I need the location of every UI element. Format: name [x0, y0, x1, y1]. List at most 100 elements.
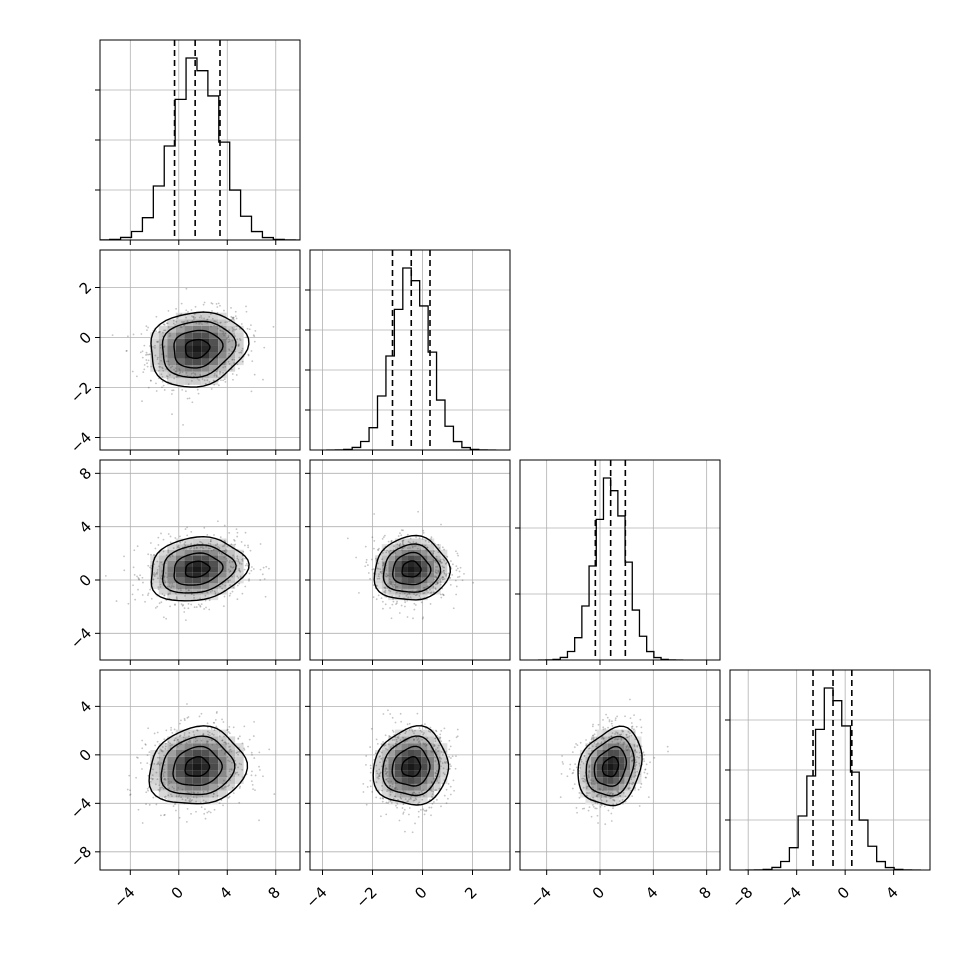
scatter-point: [236, 338, 239, 341]
scatter-point: [195, 546, 198, 549]
scatter-point: [386, 788, 389, 791]
density-cell: [421, 588, 428, 595]
scatter-point: [433, 744, 436, 747]
scatter-point: [237, 766, 239, 769]
density-cell: [624, 763, 631, 771]
scatter-point: [212, 721, 215, 724]
scatter-point: [174, 371, 177, 373]
scatter-point: [434, 588, 437, 591]
scatter-point: [402, 543, 405, 546]
scatter-point: [450, 757, 452, 759]
scatter-point: [231, 566, 234, 569]
scatter-point: [230, 566, 233, 569]
scatter-point: [228, 795, 231, 798]
density-cell: [613, 790, 620, 798]
scatter-point: [147, 594, 149, 596]
scatter-point: [418, 537, 421, 540]
scatter-point: [455, 585, 458, 588]
density-cell: [218, 555, 227, 561]
scatter-point: [622, 791, 625, 794]
density-cell: [607, 790, 614, 798]
scatter-point: [262, 378, 264, 381]
scatter-point: [211, 310, 213, 312]
scatter-point: [123, 569, 126, 572]
scatter-point: [384, 734, 387, 737]
scatter-point: [424, 742, 427, 745]
scatter-point: [609, 797, 612, 800]
density-cell: [421, 572, 428, 578]
scatter-point: [590, 783, 593, 786]
scatter-point: [369, 577, 372, 580]
scatter-point: [445, 573, 448, 576]
density-cell: [591, 777, 597, 784]
density-cell: [401, 577, 408, 584]
scatter-point: [169, 332, 171, 335]
density-cell: [421, 743, 428, 750]
scatter-point: [394, 787, 397, 790]
scatter-point: [154, 354, 157, 357]
density-cell: [407, 790, 415, 798]
scatter-point: [419, 597, 422, 600]
scatter-point: [633, 744, 636, 746]
scatter-point: [176, 745, 179, 748]
scatter-point: [611, 740, 614, 743]
scatter-point: [379, 761, 381, 764]
scatter-point: [250, 324, 252, 327]
density-cell: [167, 371, 176, 379]
scatter-point: [170, 586, 173, 589]
density-cell: [427, 770, 435, 778]
scatter-point: [206, 722, 209, 725]
scatter-point: [227, 336, 230, 338]
density-cell: [388, 770, 395, 778]
density-cell: [150, 358, 159, 366]
scatter-point: [142, 581, 144, 584]
scatter-point: [183, 543, 186, 545]
scatter-point: [399, 739, 402, 741]
scatter-point: [426, 546, 429, 549]
scatter-point: [595, 794, 598, 797]
scatter-point: [626, 736, 629, 739]
density-cell: [150, 577, 159, 584]
scatter-point: [437, 551, 440, 554]
density-cell: [184, 583, 193, 589]
scatter-point: [643, 754, 646, 756]
scatter-point: [224, 365, 227, 368]
scatter-point: [408, 722, 411, 725]
scatter-point: [387, 540, 390, 543]
scatter-point: [223, 334, 226, 337]
density-cell: [624, 790, 631, 798]
density-cell: [218, 750, 227, 757]
density-cell: [175, 352, 185, 359]
scatter-point: [448, 748, 451, 751]
scatter-point: [145, 325, 148, 328]
scatter-point: [444, 562, 447, 565]
density-cell: [421, 560, 428, 567]
scatter-point: [404, 740, 407, 743]
scatter-point: [630, 722, 633, 724]
scatter-point: [621, 737, 623, 740]
scatter-point: [240, 351, 243, 354]
scatter-point: [237, 753, 239, 756]
scatter-point: [634, 774, 637, 777]
scatter-point: [624, 795, 627, 798]
scatter-point: [223, 309, 225, 312]
scatter-point: [252, 788, 254, 791]
scatter-point: [259, 769, 261, 771]
scatter-point: [455, 550, 457, 553]
scatter-point: [206, 726, 209, 729]
density-cell: [175, 729, 185, 737]
scatter-point: [244, 531, 247, 534]
density-cell: [184, 345, 193, 353]
scatter-point: [603, 805, 606, 808]
scatter-point: [244, 557, 246, 560]
scatter-point: [613, 799, 616, 802]
scatter-point: [395, 602, 398, 605]
scatter-point: [227, 581, 230, 583]
scatter-point: [216, 520, 219, 523]
density-cell: [624, 756, 631, 764]
scatter-point: [237, 344, 240, 346]
scatter-point: [429, 603, 432, 605]
density-cell: [218, 770, 227, 778]
density-cell: [192, 594, 202, 601]
scatter-point: [236, 751, 239, 754]
